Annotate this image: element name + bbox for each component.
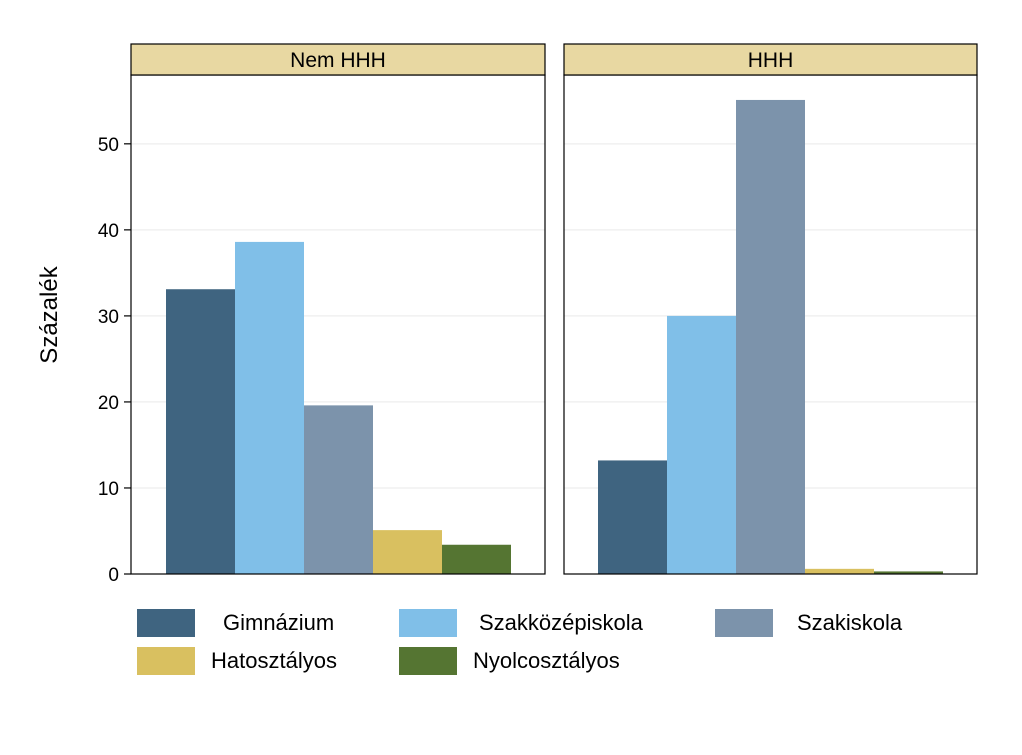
y-tick-label: 10 xyxy=(98,479,119,500)
bar-szakközépiskola xyxy=(235,241,304,574)
y-tick-label: 0 xyxy=(108,565,119,586)
bar-szakiskola xyxy=(304,405,373,574)
panel-title: HHH xyxy=(748,49,794,72)
y-tick-label: 40 xyxy=(98,221,119,242)
bar-nyolcosztályos xyxy=(442,544,511,574)
y-tick-label: 20 xyxy=(98,393,119,414)
panels: Nem HHH HHH 0 10 20 30 40 50 xyxy=(98,43,978,586)
panel-strip xyxy=(130,43,546,76)
y-tick-label: 50 xyxy=(98,135,119,156)
bar-nyolcosztályos xyxy=(874,571,943,574)
y-axis-label: Százalék xyxy=(36,265,63,363)
bar-szakiskola xyxy=(736,99,805,574)
panel-title: Nem HHH xyxy=(290,49,386,72)
y-tick-label: 30 xyxy=(98,307,119,328)
panel-strip xyxy=(563,43,978,76)
panel-0: Nem HHH xyxy=(130,43,546,575)
bar-hatosztályos xyxy=(373,530,442,574)
bar-szakközépiskola xyxy=(667,315,736,574)
bar-gimnázium xyxy=(166,289,235,574)
bar-hatosztályos xyxy=(805,568,874,574)
panel-1: HHH xyxy=(563,43,978,575)
bar-gimnázium xyxy=(598,460,667,574)
